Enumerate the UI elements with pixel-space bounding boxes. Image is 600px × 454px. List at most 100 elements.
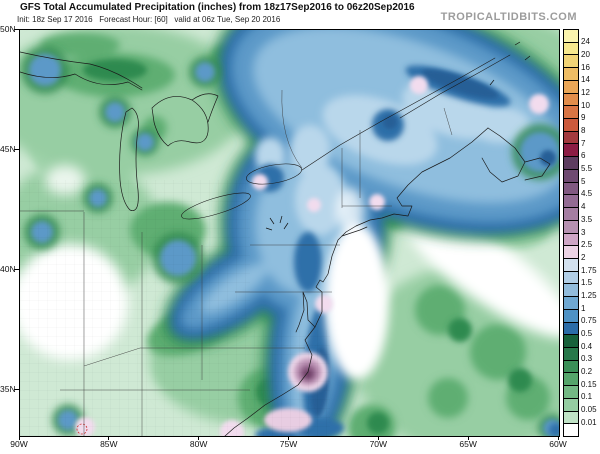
lat-axis: 50N 45N 40N 35N xyxy=(0,0,19,454)
colorbar-level-label: 4.5 xyxy=(581,189,593,199)
detail-marks xyxy=(265,41,531,231)
colorbar-swatch xyxy=(564,55,578,69)
lon-tick xyxy=(467,436,469,440)
colorbar-swatch xyxy=(564,347,578,361)
colorbar-level-label: 9 xyxy=(581,113,586,123)
lat-tick xyxy=(14,268,19,270)
colorbar-swatch xyxy=(564,195,578,209)
lon-label: 80W xyxy=(189,439,208,449)
colorbar-level-label: 0.1 xyxy=(581,392,593,402)
colorbar-swatches xyxy=(563,29,579,437)
colorbar-level-label: 0.5 xyxy=(581,329,593,338)
colorbar-swatch xyxy=(564,93,578,107)
colorbar-swatch xyxy=(564,208,578,221)
colorbar-level-label: 20 xyxy=(581,49,590,59)
colorbar-level-label: 16 xyxy=(581,62,590,72)
colorbar-swatch xyxy=(564,157,578,170)
colorbar-swatch xyxy=(564,246,578,259)
map-frame xyxy=(19,29,560,437)
colorbar-swatch xyxy=(564,309,578,323)
colorbar-level-label: 4 xyxy=(581,202,586,212)
chart-subtitle: Init: 18z Sep 17 2016 Forecast Hour: [60… xyxy=(17,15,281,24)
colorbar-level-label: 12 xyxy=(581,87,590,97)
colorbar-swatch xyxy=(564,297,578,310)
lon-label: 85W xyxy=(100,439,118,449)
colorbar-level-label: 6 xyxy=(581,151,586,161)
colorbar-level-label: 0.3 xyxy=(581,354,593,364)
colorbar-swatch xyxy=(564,220,578,234)
chart-title: GFS Total Accumulated Precipitation (inc… xyxy=(20,2,415,13)
colorbar-swatch xyxy=(564,106,578,120)
colorbar-level-label: 3 xyxy=(581,227,586,237)
colorbar-swatch xyxy=(564,233,578,247)
lon-label: 60W xyxy=(549,439,567,449)
precip-map-svg xyxy=(20,30,559,436)
colorbar-swatch xyxy=(564,411,578,425)
colorbar-swatch xyxy=(564,271,578,285)
colorbar-level-label: 1.25 xyxy=(581,290,597,300)
coastline-layer xyxy=(20,51,551,436)
lon-tick xyxy=(108,436,110,440)
offshore-white-swath xyxy=(325,188,389,380)
lon-label: 75W xyxy=(279,439,298,449)
colorbar-level-label: 0.2 xyxy=(581,367,593,377)
colorbar-level-label: 7 xyxy=(581,138,586,148)
colorbar-swatch xyxy=(564,131,578,145)
colorbar-swatch xyxy=(564,169,578,183)
colorbar-swatch xyxy=(564,68,578,81)
lon-label: 70W xyxy=(369,439,388,449)
colorbar-level-label: 5 xyxy=(581,176,586,186)
lat-tick xyxy=(14,148,19,150)
colorbar-swatch xyxy=(564,182,578,196)
colorbar-level-label: 0.75 xyxy=(581,316,597,326)
colorbar-swatch xyxy=(564,373,578,387)
colorbar-swatch xyxy=(564,42,578,56)
colorbar-level-label: 0.05 xyxy=(581,405,597,415)
state-borders-layer xyxy=(20,89,453,436)
colorbar-level-label: 2 xyxy=(581,252,586,262)
colorbar-level-label: 1 xyxy=(581,303,586,313)
lon-tick xyxy=(377,436,379,440)
colorbar-level-label: 1.5 xyxy=(581,278,593,288)
colorbar-level-label: 0.01 xyxy=(581,417,597,427)
lat-label: 35N xyxy=(0,384,16,394)
colorbar-swatch xyxy=(564,258,578,272)
colorbar-swatch xyxy=(564,144,578,158)
lat-tick xyxy=(14,388,19,390)
lon-tick xyxy=(198,436,200,440)
lat-label: 45N xyxy=(0,144,16,154)
colorbar-labels: 24 20 16 14 12 10 9 8 7 6 5.5 5 4.5 4 3.5 3 2.5 2 1.75 1.5 1… xyxy=(581,29,600,435)
colorbar-swatch xyxy=(564,322,578,336)
colorbar-swatch xyxy=(564,360,578,374)
colorbar-level-label: 8 xyxy=(581,126,586,135)
lon-label: 90W xyxy=(10,439,28,449)
colorbar-swatch xyxy=(564,30,578,43)
colorbar-level-label: 14 xyxy=(581,75,590,85)
colorbar-swatch xyxy=(564,335,578,348)
lat-label: 50N xyxy=(0,24,16,34)
colorbar-level-label: 5.5 xyxy=(581,164,593,174)
county-grid-texture xyxy=(20,180,250,436)
lon-label: 65W xyxy=(459,439,477,449)
colorbar-swatch xyxy=(564,284,578,298)
colorbar-level-label: 3.5 xyxy=(581,214,593,224)
colorbar-level-label: 10 xyxy=(581,100,590,110)
lat-tick xyxy=(14,28,19,30)
colorbar-level-label: 24 xyxy=(581,37,590,47)
colorbar-swatch xyxy=(564,386,578,399)
county-grid-texture-2 xyxy=(250,330,330,436)
colorbar-swatch xyxy=(564,80,578,94)
lon-tick xyxy=(18,436,20,440)
colorbar-level-label: 1.75 xyxy=(581,265,597,275)
colorbar-level-label: 2.5 xyxy=(581,240,593,250)
colorbar-level-label: 0.4 xyxy=(581,341,593,351)
colorbar-level-label: 0.15 xyxy=(581,379,597,389)
colorbar-swatch xyxy=(564,398,578,412)
colorbar-swatch xyxy=(564,119,578,132)
colorbar-swatch xyxy=(564,424,578,436)
lon-tick xyxy=(557,436,559,440)
lat-label: 40N xyxy=(0,264,16,274)
watermark-tropicaltidbits: TROPICALTIDBITS.COM xyxy=(440,11,577,23)
